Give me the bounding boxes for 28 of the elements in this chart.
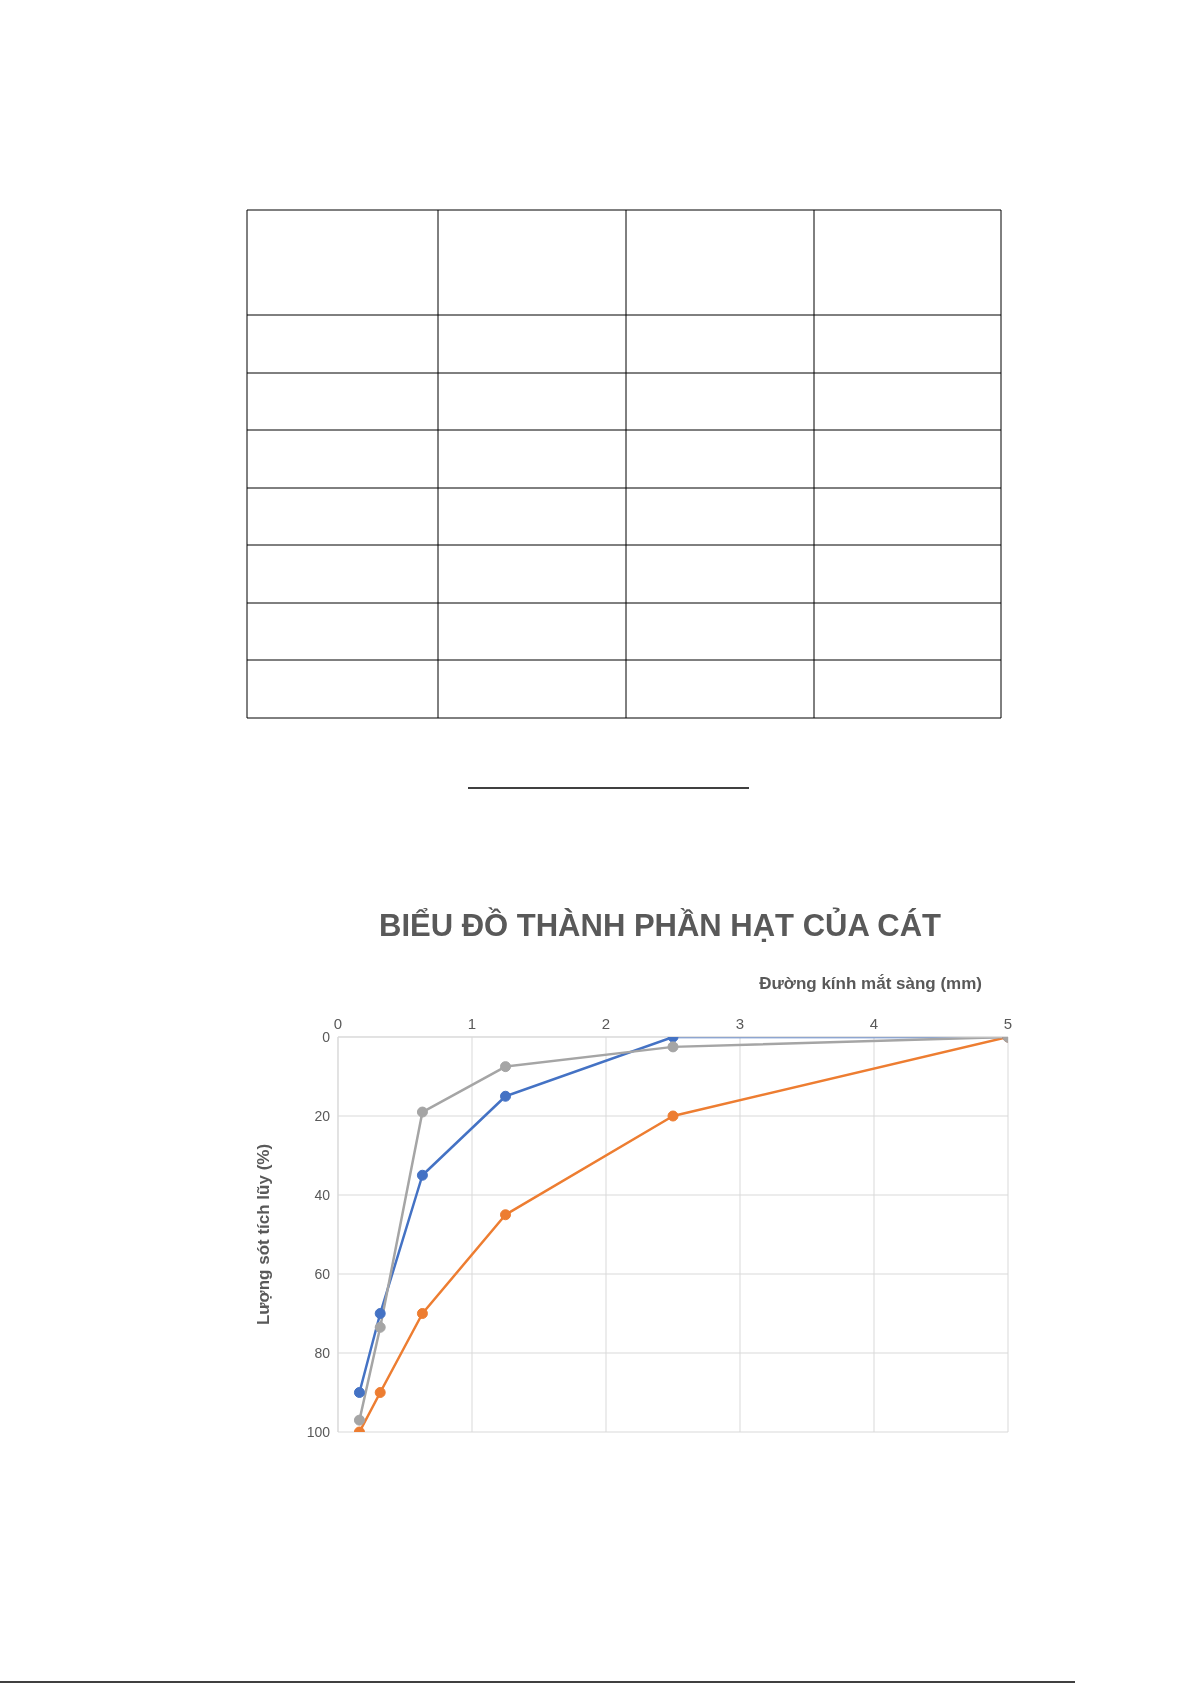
x-tick-label: 4 — [869, 1015, 879, 1032]
y-tick-label: 60 — [314, 1265, 331, 1282]
y-axis-title: Lượng sót tích lũy (%) — [254, 1143, 274, 1326]
point — [353, 1414, 365, 1426]
x-tick-label: 3 — [735, 1015, 745, 1032]
y-tick-label: 100 — [306, 1423, 331, 1440]
x-axis-title: Đường kính mắt sàng (mm) — [758, 974, 982, 994]
point — [353, 1387, 365, 1398]
point — [500, 1090, 511, 1102]
point — [500, 1209, 511, 1221]
point — [667, 1041, 679, 1053]
y-tick-label: 0 — [322, 1028, 331, 1045]
x-tick-label: 0 — [333, 1015, 343, 1032]
y-tick-label: 80 — [314, 1344, 331, 1361]
y-tick-label: 40 — [314, 1186, 331, 1203]
point — [416, 1169, 428, 1181]
point — [374, 1308, 386, 1319]
x-tick-label: 2 — [601, 1015, 611, 1032]
point — [416, 1308, 428, 1319]
y-tick-label: 20 — [314, 1107, 331, 1124]
x-tick-label: 1 — [467, 1015, 477, 1032]
point — [374, 1321, 386, 1333]
point — [416, 1106, 428, 1118]
chart-title: BIỂU ĐỒ THÀNH PHẦN HẠT CỦA CÁT — [378, 908, 942, 944]
point — [374, 1387, 386, 1398]
x-tick-label: 5 — [1003, 1015, 1013, 1032]
point — [500, 1061, 511, 1073]
point — [667, 1110, 679, 1122]
